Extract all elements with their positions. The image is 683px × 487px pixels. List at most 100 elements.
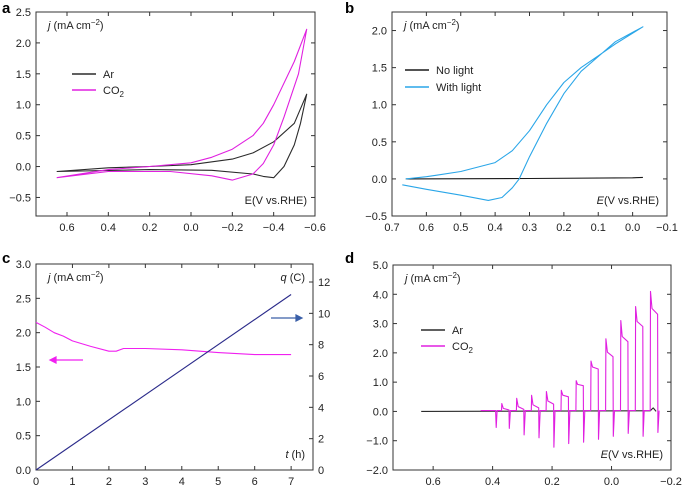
x-label-unit: (V vs.RHE) [608, 449, 663, 461]
x-tick-label: 1 [69, 476, 75, 487]
series-line-0 [35, 321, 292, 356]
y-label-unit: (mA cm [407, 273, 447, 285]
x-tick-label: 5 [215, 476, 221, 487]
legend-text: CO [103, 85, 120, 97]
x-axis-label: E(V vs.RHE) [245, 195, 307, 207]
y-label-close: ) [457, 273, 461, 285]
y2-tick-label: 6 [318, 371, 324, 383]
series-line-1 [480, 290, 660, 448]
y-label-var: j [46, 272, 51, 284]
panel-letter: c [2, 250, 10, 267]
x-label-var: E [597, 195, 605, 207]
y-tick-label: 2.5 [16, 7, 31, 19]
y-tick-label: 5.0 [373, 260, 388, 272]
legend-label: CO2 [103, 85, 125, 99]
y2-axis-label: q (C) [281, 272, 305, 284]
x-tick-label: 0.5 [453, 222, 468, 234]
plot-frame [391, 11, 668, 217]
x-label-unit: (h) [289, 449, 306, 461]
x-tick-label: 0.4 [101, 222, 116, 234]
legend-label: CO2 [452, 341, 474, 355]
x-label-var: E [601, 449, 609, 461]
y-tick-label: 4.0 [373, 289, 388, 301]
y2-tick-label: 0 [318, 465, 324, 477]
x-tick-label: 0.2 [142, 222, 157, 234]
y-tick-label: 1.5 [16, 362, 31, 374]
y2-tick-label: 8 [318, 340, 324, 352]
y-label-var: j [46, 20, 51, 32]
panel-b: b 0.7 0.6 0.5 0.4 0.3 0.2 0.1 0.0 −0.1 −0.5 0.0 0.5 1… [345, 0, 678, 234]
legend-text: With light [436, 82, 481, 94]
panel-a: a 0.6 0.4 0.2 0.0 −0.2 −0.4 −0.6 −0.5 0.0 0.5 1.0 1.… [2, 0, 326, 234]
series-line-0 [421, 407, 657, 412]
x-tick-label: 0.0 [183, 222, 198, 234]
y-label-close: ) [100, 20, 104, 32]
legend-text: Ar [103, 69, 114, 81]
y-axis-label: j (mA cm−2) [402, 18, 460, 32]
y-label-exp: −2 [91, 270, 101, 279]
x-tick-label: 0.6 [419, 222, 434, 234]
x-tick-label: 0.6 [59, 222, 74, 234]
y-label-unit: (mA cm [50, 20, 90, 32]
x-tick-label: 0.4 [487, 222, 502, 234]
x-tick-label: 0.0 [604, 476, 619, 487]
panel-letter: d [345, 250, 354, 267]
x-tick-label: 6 [252, 476, 258, 487]
x-axis-label: t (h) [285, 449, 305, 461]
x-label-var: t [285, 449, 289, 461]
x-tick-label: −0.2 [660, 476, 682, 487]
series-line-1 [56, 28, 308, 181]
y-tick-label: 2.0 [16, 328, 31, 340]
plot-frame [35, 263, 314, 471]
x-tick-label: 0.6 [425, 476, 440, 487]
y-tick-label: 2.0 [373, 348, 388, 360]
y-tick-label: 2.0 [372, 26, 387, 38]
y-label-exp: −2 [448, 271, 458, 280]
y-tick-label: 3.0 [16, 259, 31, 271]
panel-d: d 0.6 0.4 0.2 0.0 −0.2 −2.0 −1.0 0.0 1.0 2.0 3.0 4.0… [345, 250, 682, 487]
y-tick-label: −0.5 [365, 211, 387, 223]
x-axis-label: E(V vs.RHE) [601, 449, 663, 461]
x-label-var: E [245, 195, 252, 207]
y-tick-label: 2.5 [16, 293, 31, 305]
y-label-exp: −2 [91, 18, 101, 27]
y-tick-label: 0.0 [373, 406, 388, 418]
x-tick-label: 0.4 [485, 476, 500, 487]
x-tick-label: 0.7 [384, 222, 399, 234]
x-tick-label: 0.1 [591, 222, 606, 234]
panel-letter: a [2, 0, 11, 17]
x-tick-label: 0.3 [522, 222, 537, 234]
y-tick-label: 1.0 [373, 377, 388, 389]
legend-label: Ar [452, 325, 463, 337]
y-axis-label: j (mA cm−2) [403, 271, 461, 285]
series-line-0 [56, 93, 308, 179]
x-tick-label: 0.0 [625, 222, 640, 234]
y-label-close: ) [100, 272, 104, 284]
y-tick-label: 0.5 [16, 431, 31, 443]
arrow-right-axis [271, 314, 304, 322]
panel-letter: b [345, 0, 354, 17]
x-tick-label: 4 [179, 476, 185, 487]
legend-subscript: 2 [469, 346, 474, 355]
legend-label: Ar [103, 69, 114, 81]
legend-label: No light [436, 65, 473, 77]
series-line-1 [35, 294, 292, 471]
arrow-left-axis [48, 356, 83, 364]
legend-label: With light [436, 82, 481, 94]
y2-tick-label: 10 [318, 308, 330, 320]
legend-subscript: 2 [120, 90, 125, 99]
legend-text: No light [436, 65, 473, 77]
y-label-var: j [403, 273, 408, 285]
y-tick-label: 0.0 [16, 162, 31, 174]
x-axis-label: E(V vs.RHE) [597, 195, 659, 207]
x-tick-label: 7 [288, 476, 294, 487]
y-tick-label: −1.0 [366, 436, 388, 448]
y-label-unit: (mA cm [406, 20, 446, 32]
x-tick-label: −0.2 [221, 222, 243, 234]
x-tick-label: 3 [142, 476, 148, 487]
x-label-unit: (V vs.RHE) [604, 195, 659, 207]
y-tick-label: 1.0 [16, 100, 31, 112]
y-tick-label: 0.5 [372, 137, 387, 149]
plot-frame [392, 264, 672, 471]
